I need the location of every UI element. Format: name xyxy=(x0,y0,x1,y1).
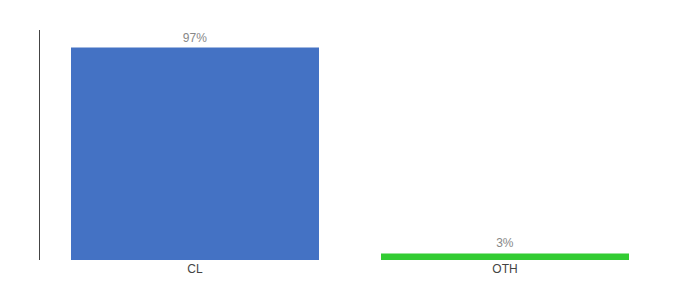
svg-text:OTH: OTH xyxy=(492,262,517,276)
svg-text:CL: CL xyxy=(187,262,203,276)
svg-text:97%: 97% xyxy=(183,31,207,45)
svg-text:3%: 3% xyxy=(496,236,514,250)
